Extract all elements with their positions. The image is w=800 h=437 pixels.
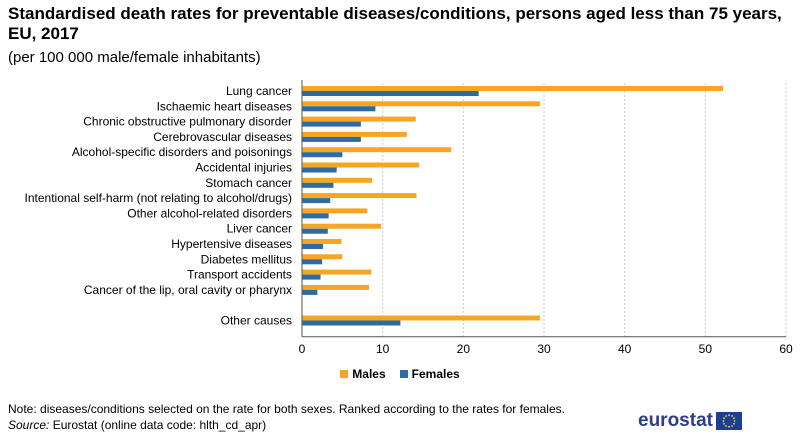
x-tick-label-10: 10 bbox=[376, 342, 390, 356]
bar-females-15 bbox=[302, 320, 401, 326]
eu-flag-icon bbox=[715, 412, 742, 430]
category-label-15: Other causes bbox=[221, 314, 292, 328]
x-tick-label-40: 40 bbox=[618, 342, 632, 356]
chart-subtitle: (per 100 000 male/female inhabitants) bbox=[8, 49, 261, 66]
bar-males-10 bbox=[302, 239, 342, 244]
source-text: Eurostat (online data code: hlth_cd_apr) bbox=[49, 418, 267, 432]
category-label-8: Other alcohol-related disorders bbox=[127, 206, 292, 220]
bar-females-5 bbox=[302, 167, 337, 173]
bar-females-6 bbox=[302, 182, 334, 188]
legend-item-females: Females bbox=[399, 367, 460, 381]
category-label-6: Stomach cancer bbox=[205, 176, 292, 190]
legend-swatch-females bbox=[399, 370, 408, 378]
category-label-0: Lung cancer bbox=[226, 84, 292, 98]
source-line: Source: Eurostat (online data code: hlth… bbox=[8, 417, 266, 433]
category-label-11: Diabetes mellitus bbox=[201, 252, 292, 266]
footnote: Note: diseases/conditions selected on th… bbox=[8, 402, 565, 416]
bar-females-12 bbox=[302, 274, 321, 280]
category-label-9: Liver cancer bbox=[227, 222, 292, 236]
x-tick-label-30: 30 bbox=[537, 342, 551, 356]
x-tick-label-0: 0 bbox=[299, 342, 306, 356]
legend-label-females: Females bbox=[411, 367, 460, 381]
bar-females-3 bbox=[302, 136, 361, 142]
bar-males-13 bbox=[302, 284, 369, 290]
bar-males-2 bbox=[302, 116, 416, 122]
bar-females-11 bbox=[302, 259, 323, 265]
logo-text: eurostat bbox=[638, 410, 713, 431]
bar-females-8 bbox=[302, 213, 329, 219]
x-tick-label-60: 60 bbox=[779, 342, 793, 356]
legend-item-males: Males bbox=[340, 367, 386, 381]
bar-males-12 bbox=[302, 269, 372, 275]
eurostat-logo: eurostat bbox=[638, 410, 742, 432]
chart-legend: Males Females bbox=[0, 367, 800, 381]
chart-title: Standardised death rates for preventable… bbox=[8, 4, 782, 43]
legend-label-males: Males bbox=[352, 367, 386, 381]
bar-females-4 bbox=[302, 152, 343, 158]
bar-males-7 bbox=[302, 193, 417, 199]
bar-males-6 bbox=[302, 177, 373, 183]
legend-swatch-males bbox=[340, 370, 349, 378]
category-label-5: Accidental injuries bbox=[195, 161, 292, 175]
source-label: Source: bbox=[8, 418, 50, 432]
category-label-1: Ischaemic heart diseases bbox=[157, 99, 292, 113]
x-tick-label-20: 20 bbox=[457, 342, 471, 356]
category-label-3: Cerebrovascular diseases bbox=[153, 130, 292, 144]
category-label-7: Intentional self-harm (not relating to a… bbox=[25, 191, 292, 205]
bar-females-13 bbox=[302, 289, 318, 295]
bar-females-0 bbox=[302, 91, 479, 96]
bar-females-7 bbox=[302, 198, 331, 204]
bar-males-8 bbox=[302, 208, 368, 214]
bar-females-10 bbox=[302, 244, 323, 249]
category-label-2: Chronic obstructive pulmonary disorder bbox=[83, 115, 292, 129]
bar-males-3 bbox=[302, 131, 407, 137]
category-label-12: Transport accidents bbox=[187, 268, 292, 282]
category-label-4: Alcohol-specific disorders and poisoning… bbox=[72, 145, 292, 159]
bar-males-1 bbox=[302, 101, 540, 107]
bar-males-15 bbox=[302, 315, 540, 321]
bar-males-5 bbox=[302, 162, 419, 168]
bar-males-11 bbox=[302, 254, 343, 260]
x-tick-label-50: 50 bbox=[699, 342, 713, 356]
bar-females-9 bbox=[302, 228, 328, 234]
category-label-10: Hypertensive diseases bbox=[171, 237, 292, 251]
category-label-13: Cancer of the lip, oral cavity or pharyn… bbox=[84, 283, 292, 297]
bar-females-1 bbox=[302, 106, 376, 112]
bar-males-4 bbox=[302, 147, 452, 153]
bar-males-0 bbox=[302, 86, 724, 91]
bar-females-2 bbox=[302, 121, 361, 127]
bar-males-9 bbox=[302, 223, 382, 229]
